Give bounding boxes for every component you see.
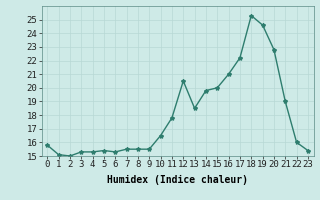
X-axis label: Humidex (Indice chaleur): Humidex (Indice chaleur) — [107, 175, 248, 185]
